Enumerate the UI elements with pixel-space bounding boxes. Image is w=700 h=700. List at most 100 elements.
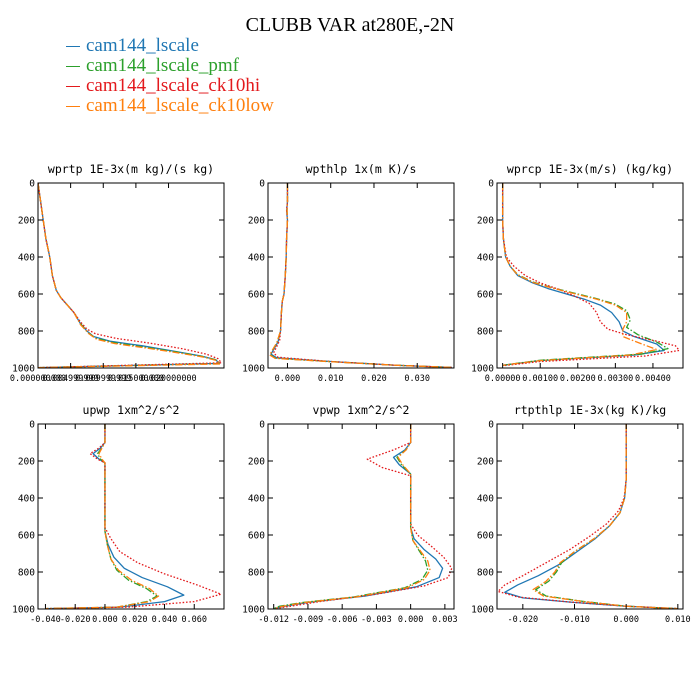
y-tick-label: 600 [477, 531, 494, 542]
x-tick-label: -0.010 [559, 615, 590, 625]
series-line [45, 424, 222, 609]
y-tick-label: 1000 [12, 605, 35, 616]
series-line [501, 183, 680, 367]
plot-frame [267, 423, 455, 610]
series-line [269, 183, 452, 368]
series-line [269, 183, 452, 368]
y-tick-label: 800 [477, 327, 494, 338]
x-tick-label: 0.000 [92, 615, 118, 625]
y-tick-label: 200 [248, 457, 265, 468]
y-tick-label: 600 [477, 290, 494, 301]
x-tick-label: -0.003 [361, 615, 392, 625]
series-line [273, 424, 453, 609]
x-tick-label: -0.020 [60, 615, 91, 625]
y-tick-label: 1000 [242, 364, 265, 375]
legend-item: cam144_lscale_pmf [66, 56, 274, 76]
x-tick-label: 0.00300 [597, 374, 633, 384]
y-tick-label: 400 [477, 494, 494, 505]
y-tick-label: 0 [488, 420, 494, 431]
series-line [45, 424, 185, 609]
y-tick-label: 800 [18, 568, 35, 579]
y-tick-label: 0 [259, 179, 265, 190]
x-tick-label: 0.020 [361, 374, 387, 384]
x-tick-label: 0.010 [665, 615, 691, 625]
x-tick-label: 0.000 [613, 615, 639, 625]
legend-swatch [66, 105, 80, 107]
series-line [45, 424, 160, 609]
x-tick-label: 0.004999999 [42, 374, 98, 384]
legend-label: cam144_lscale_ck10hi [86, 75, 261, 96]
y-tick-label: 600 [248, 290, 265, 301]
y-tick-label: 400 [18, 253, 35, 264]
series-line [272, 183, 452, 368]
x-tick-label: 0.010 [318, 374, 344, 384]
y-tick-label: 800 [248, 568, 265, 579]
y-tick-label: 600 [18, 531, 35, 542]
series-line [532, 424, 678, 609]
x-tick-label: -0.020 [507, 615, 538, 625]
y-tick-label: 200 [477, 216, 494, 227]
x-tick-label: -0.006 [327, 615, 358, 625]
plot-frame [496, 423, 684, 610]
series-line [535, 424, 678, 609]
y-tick-label: 800 [248, 327, 265, 338]
chart-title: upwp 1xm^2/s^2 [83, 403, 180, 417]
y-tick-label: 600 [18, 290, 35, 301]
y-tick-label: 400 [248, 494, 265, 505]
x-tick-label: 0.000000000 [10, 374, 66, 384]
legend-swatch [66, 45, 80, 47]
legend: cam144_lscale cam144_lscale_pmf cam144_l… [66, 36, 274, 116]
y-tick-label: 0 [488, 179, 494, 190]
x-tick-label: -0.009 [293, 615, 324, 625]
legend-swatch [66, 65, 80, 67]
x-tick-label: 0.00200 [560, 374, 596, 384]
y-tick-label: 200 [477, 457, 494, 468]
legend-label: cam144_lscale [86, 35, 199, 56]
chart-panel: wprcp 1E-3x(m/s) (kg/kg) 0 200 400 600 800 100… [471, 162, 684, 384]
y-tick-label: 400 [18, 494, 35, 505]
chart-panel: wprtp 1E-3x(m kg)/(s kg) 0 200 400 600 800 100… [10, 162, 225, 384]
plot-frame [37, 423, 225, 610]
x-tick-label: 0.020000000 [140, 374, 196, 384]
chart-title: wprtp 1E-3x(m kg)/(s kg) [48, 162, 214, 176]
y-tick-label: 0 [259, 420, 265, 431]
x-tick-label: 0.030 [404, 374, 430, 384]
series-line [273, 424, 431, 609]
legend-item: cam144_lscale [66, 36, 274, 56]
chart-panel: upwp 1xm^2/s^2 0 200 400 600 800 1000-0.040 -0.… [12, 403, 225, 625]
x-tick-label: 0.015000000 [108, 374, 164, 384]
x-tick-label: 0.020 [122, 615, 148, 625]
x-tick-label: 0.00000 [485, 374, 521, 384]
y-tick-label: 800 [477, 568, 494, 579]
plot-frame [496, 182, 684, 369]
chart-title: wprcp 1E-3x(m/s) (kg/kg) [507, 162, 673, 176]
series-line [45, 424, 158, 609]
series-line [38, 183, 223, 368]
legend-item: cam144_lscale_ck10hi [66, 76, 274, 96]
x-tick-label: 0.00100 [522, 374, 558, 384]
y-tick-label: 1000 [471, 605, 494, 616]
page-title: CLUBB VAR at280E,-2N [245, 14, 455, 36]
series-line [504, 424, 678, 609]
series-line [38, 183, 221, 368]
plot-frame [267, 182, 455, 369]
series-line [270, 183, 452, 368]
y-tick-label: 200 [18, 457, 35, 468]
x-tick-label: 0.000 [275, 374, 301, 384]
y-tick-label: 200 [18, 216, 35, 227]
chart-panel: rtpthlp 1E-3x(kg K)/kg 0 200 400 600 800 1000 -… [471, 403, 691, 625]
chart-title: rtpthlp 1E-3x(kg K)/kg [514, 403, 666, 417]
series-line [501, 183, 665, 366]
x-tick-label: 0.003 [432, 615, 458, 625]
y-tick-label: 400 [248, 253, 265, 264]
series-line [497, 424, 678, 609]
y-tick-label: 800 [18, 327, 35, 338]
y-tick-label: 1000 [242, 605, 265, 616]
chart-title: wpthlp 1x(m K)/s [306, 162, 417, 176]
y-tick-label: 600 [248, 531, 265, 542]
chart-panel: vpwp 1xm^2/s^2 0 200 400 600 800 1000-0.012 -0.… [242, 403, 458, 625]
x-tick-label: -0.012 [258, 615, 289, 625]
y-tick-label: 0 [29, 420, 35, 431]
chart-panel: wpthlp 1x(m K)/s 0 200 400 600 800 1000 0.000 0.… [242, 162, 455, 384]
series-line [273, 424, 444, 609]
